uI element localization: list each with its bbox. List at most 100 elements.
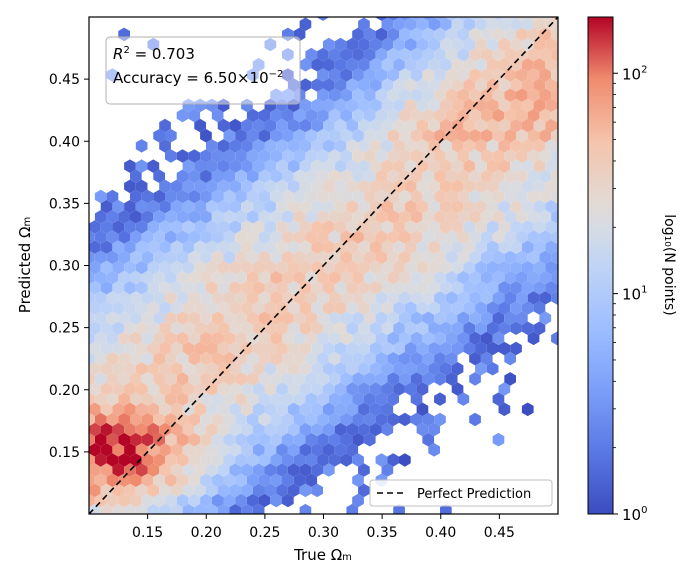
hexbin-cell xyxy=(358,159,370,173)
hexbin-cell xyxy=(428,260,440,275)
hexbin-cell xyxy=(393,58,405,72)
y-axis-label: Predicted Ωm xyxy=(16,217,34,313)
hexbin-cell xyxy=(498,118,511,133)
hexbin-cell xyxy=(246,392,259,406)
hexbin-cell xyxy=(545,37,557,52)
hexbin-cell xyxy=(328,68,341,82)
hexbin-cell xyxy=(521,139,534,153)
hexbin-cell xyxy=(498,58,511,72)
hexbin-cell xyxy=(317,351,329,366)
hexbin-cell xyxy=(159,382,171,396)
hexbin-cell xyxy=(241,503,253,514)
hexbin-cell xyxy=(153,189,165,204)
hexbin-cell xyxy=(475,199,487,214)
hexbin-cell xyxy=(334,402,347,417)
hexbin-cell xyxy=(334,199,347,214)
hexbin-cell xyxy=(223,493,236,508)
hexbin-cell xyxy=(451,281,464,295)
hexbin-cell xyxy=(328,149,341,163)
hexbin-cell xyxy=(211,331,224,346)
hexbin-cell xyxy=(527,129,540,143)
hexbin-cell xyxy=(130,392,142,406)
hexbin-cell xyxy=(428,220,440,234)
hexbin-cell xyxy=(182,503,195,514)
hexbin-cell xyxy=(381,17,394,31)
hexbin-cell xyxy=(533,58,546,72)
hexbin-cell xyxy=(363,311,376,325)
hexbin-cell xyxy=(545,98,557,113)
hexbin-cell xyxy=(287,321,300,335)
hexbin-cell xyxy=(457,250,470,265)
hexbin-cell xyxy=(323,199,335,214)
r2-text: R2 = 0.703 xyxy=(113,45,195,63)
hexbin-cell xyxy=(124,341,136,356)
hexbin-cell xyxy=(475,301,487,315)
hexbin-cell xyxy=(305,108,318,123)
hexbin-cell xyxy=(369,281,382,295)
hexbin-cell xyxy=(165,311,177,325)
hexbin-cell xyxy=(422,230,435,244)
hexbin-cell xyxy=(159,179,171,194)
hexbin-cell xyxy=(440,139,452,153)
hexbin-cell xyxy=(299,422,312,437)
x-tick-label: 0.25 xyxy=(249,525,280,541)
hexbin-cell xyxy=(94,453,107,467)
hexbin-cell xyxy=(475,78,487,92)
hexbin-cell xyxy=(323,463,335,477)
hexbin-cell xyxy=(469,189,481,204)
hexbin-cell xyxy=(94,473,107,487)
x-tick-label: 0.30 xyxy=(308,525,339,541)
hexbin-cell xyxy=(94,291,107,305)
hexbin-cell xyxy=(516,108,528,123)
hexbin-cell xyxy=(282,372,294,386)
x-tick-label: 0.45 xyxy=(484,525,515,541)
hexbin-cell xyxy=(94,210,107,224)
hexbin-cell xyxy=(363,291,376,305)
hexbin-cell xyxy=(358,341,370,356)
hexbin-cell xyxy=(159,483,171,498)
hexbin-cell xyxy=(521,199,534,214)
hexbin-cell xyxy=(282,493,294,508)
hexbin-cell xyxy=(363,372,376,386)
hexbin-cell xyxy=(176,270,189,285)
hexbin-cell xyxy=(282,129,294,143)
hexbin-cell xyxy=(282,270,294,285)
hexbin-cell xyxy=(118,230,130,244)
hexbin-cell xyxy=(206,301,218,315)
hexbin-cell xyxy=(276,220,288,234)
hexbin-cell xyxy=(352,291,364,305)
hexbin-cell xyxy=(551,108,558,123)
hexbin-cell xyxy=(135,503,148,514)
hexbin-cell xyxy=(246,453,259,467)
hexbin-cell xyxy=(457,68,470,82)
hexbin-cell xyxy=(311,443,323,457)
hexbin-cell xyxy=(521,179,534,194)
hexbin-cell xyxy=(404,37,417,52)
hexbin-cell xyxy=(106,311,119,325)
hexbin-cell xyxy=(276,341,288,356)
hexbin-cell xyxy=(557,263,558,272)
hexbin-cell xyxy=(112,281,125,295)
hexbin-cell xyxy=(527,270,540,285)
hexbin-cell xyxy=(334,139,347,153)
hexbin-cell xyxy=(492,149,505,163)
hexbin-cell xyxy=(480,149,493,163)
hexbin-cell xyxy=(188,250,201,265)
hexbin-cell xyxy=(317,331,329,346)
hexbin-cell xyxy=(563,251,575,265)
hexbin-cell xyxy=(176,372,189,386)
hexbin-cell xyxy=(510,139,522,153)
hexbin-cell xyxy=(135,139,148,153)
hexbin-cell xyxy=(188,331,201,346)
legend[interactable]: Perfect Prediction xyxy=(369,479,553,507)
hexbin-cell xyxy=(258,210,271,224)
hexbin-cell xyxy=(200,412,212,427)
hexbin-cell xyxy=(293,230,306,244)
hexbin-cell xyxy=(165,514,177,528)
hexbin-cell xyxy=(463,260,476,275)
hexbin-cell xyxy=(299,260,312,275)
hexbin-cell xyxy=(258,493,271,508)
hexbin-cell xyxy=(200,432,212,447)
hexbin-cell xyxy=(282,189,294,204)
hexbin-cell xyxy=(504,230,516,244)
